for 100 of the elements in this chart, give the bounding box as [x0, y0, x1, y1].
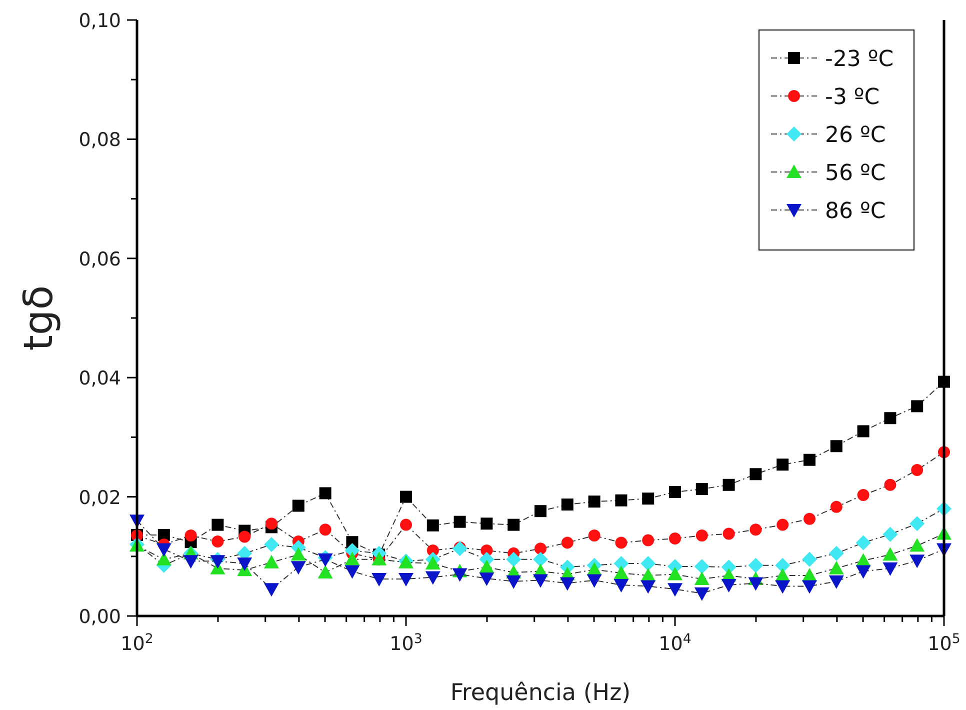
point [615, 494, 628, 506]
point [318, 564, 333, 578]
point [264, 583, 279, 597]
y-tick-label: 0,10 [78, 10, 121, 32]
point [614, 566, 629, 580]
x-tick-label: 10$^{2}$ [120, 632, 154, 655]
point [264, 554, 279, 568]
point [290, 561, 306, 575]
point [696, 530, 708, 542]
legend-label: 26 ºC [825, 123, 886, 148]
point [615, 536, 628, 549]
point [156, 543, 172, 557]
point [828, 575, 844, 589]
point [882, 562, 898, 576]
point [776, 518, 789, 531]
point [882, 547, 898, 561]
point [748, 558, 764, 573]
point [237, 558, 252, 572]
point [884, 478, 896, 491]
point [588, 530, 600, 542]
point [372, 573, 387, 587]
point [828, 560, 844, 574]
point [830, 440, 842, 452]
point [212, 536, 224, 548]
point [183, 555, 198, 569]
point [911, 400, 924, 412]
point [668, 566, 682, 580]
point [561, 498, 574, 511]
point [506, 552, 522, 567]
point [426, 519, 439, 532]
point [184, 530, 197, 542]
point [694, 572, 710, 586]
point [344, 565, 360, 579]
point [452, 568, 468, 582]
point [452, 541, 468, 556]
point [588, 496, 600, 508]
point [561, 536, 574, 549]
point [480, 518, 493, 530]
point [694, 587, 710, 601]
point [828, 546, 844, 561]
x-tick-label: 10$^{3}$ [390, 632, 422, 655]
y-tick-label: 0,04 [78, 368, 121, 390]
point [856, 535, 871, 550]
point [694, 559, 710, 574]
point [830, 500, 842, 513]
point [319, 487, 332, 500]
point [534, 505, 546, 518]
point [750, 468, 762, 480]
point [400, 518, 412, 531]
point [479, 572, 494, 586]
point [882, 526, 898, 542]
point [532, 552, 548, 567]
legend-label: -23 ºC [825, 47, 894, 72]
point [614, 556, 629, 572]
y-tick-label: 0,06 [78, 248, 121, 270]
point [400, 490, 412, 503]
point [640, 556, 656, 572]
point [319, 524, 332, 536]
point [290, 547, 306, 561]
point [669, 486, 681, 498]
point [668, 583, 682, 597]
point [479, 560, 494, 574]
y-tick-label: 0,02 [78, 486, 121, 509]
point [802, 580, 817, 594]
point [804, 512, 816, 525]
point [640, 580, 656, 594]
point [506, 575, 522, 589]
point [210, 555, 226, 569]
point [910, 554, 925, 568]
point [884, 412, 896, 424]
point [911, 464, 924, 476]
point [344, 552, 360, 566]
point [238, 530, 251, 543]
point [776, 458, 789, 471]
point [642, 492, 654, 505]
x-tick-label: 10$^{4}$ [658, 632, 692, 655]
point [265, 518, 278, 530]
point [669, 532, 681, 545]
point [508, 518, 520, 531]
point [722, 478, 735, 491]
legend-label: 56 ºC [825, 161, 886, 186]
point [586, 574, 602, 588]
point [398, 573, 414, 587]
point [750, 524, 762, 536]
point [212, 518, 224, 531]
point [425, 556, 440, 570]
point [454, 516, 466, 528]
point [534, 542, 546, 555]
point [910, 538, 925, 552]
point [910, 516, 925, 532]
point [318, 553, 333, 567]
y-tick-label: 0,08 [78, 129, 121, 152]
legend-label: 86 ºC [825, 199, 886, 224]
point [748, 577, 764, 591]
point [857, 425, 870, 438]
point [560, 577, 575, 591]
point [425, 571, 440, 585]
point [856, 565, 871, 579]
point [721, 579, 736, 593]
point [532, 574, 548, 588]
